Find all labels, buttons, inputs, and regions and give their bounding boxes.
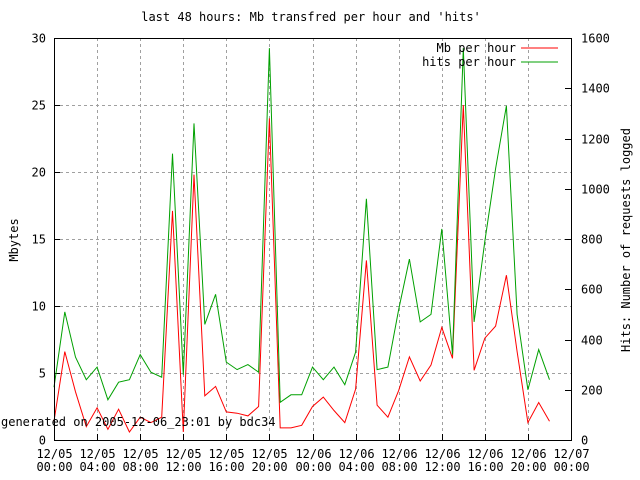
y2-tick-label: 0: [581, 434, 588, 448]
x-tick-time: 08:00: [381, 460, 417, 474]
y2-tick-label: 800: [581, 233, 603, 247]
y2-tick-label: 200: [581, 384, 603, 398]
y-axis-label: Mbytes: [7, 218, 21, 261]
series-line-hits-per-hour: [53, 48, 550, 404]
y2-tick-label: 1400: [581, 82, 610, 96]
x-tick-date: 12/05: [208, 447, 244, 461]
x-tick-time: 20:00: [251, 460, 287, 474]
chart-title: last 48 hours: Mb transfred per hour and…: [141, 10, 481, 24]
x-tick-time: 16:00: [467, 460, 503, 474]
x-tick-date: 12/05: [122, 447, 158, 461]
x-tick-time: 12:00: [165, 460, 201, 474]
y2-axis-label: Hits: Number of requests logged: [619, 128, 633, 352]
y2-tick-label: 600: [581, 283, 603, 297]
y2-tick-label: 400: [581, 334, 603, 348]
x-tick-time: 12:00: [424, 460, 460, 474]
y-tick-label: 20: [32, 166, 46, 180]
legend-label-mb: Mb per hour: [437, 41, 516, 55]
x-tick-date: 12/06: [381, 447, 417, 461]
x-tick-time: 04:00: [79, 460, 115, 474]
x-tick-time: 00:00: [553, 460, 589, 474]
x-tick-date: 12/07: [553, 447, 589, 461]
x-tick-time: 04:00: [338, 460, 374, 474]
x-tick-date: 12/05: [36, 447, 72, 461]
x-tick-time: 20:00: [510, 460, 546, 474]
grid-lines: [54, 38, 571, 440]
footer-note: generated on 2005-12-06_23:01 by bdc34: [1, 415, 276, 429]
y2-tick-label: 1600: [581, 32, 610, 46]
x-tick-time: 00:00: [295, 460, 331, 474]
y-tick-label: 30: [32, 32, 46, 46]
x-tick-date: 12/05: [251, 447, 287, 461]
x-tick-date: 12/06: [424, 447, 460, 461]
legend: Mb per hour hits per hour: [422, 41, 558, 69]
y-tick-label: 0: [39, 434, 46, 448]
series-line-mb-per-hour: [53, 104, 550, 433]
x-tick-date: 12/06: [510, 447, 546, 461]
y-tick-label: 5: [39, 367, 46, 381]
legend-label-hits: hits per hour: [422, 55, 516, 69]
x-tick-date: 12/05: [79, 447, 115, 461]
axis-ticks: 0 5 10 15 20 25 30 0 200 400 600 800 1000 1200 1400 160…: [32, 32, 610, 475]
x-tick-time: 08:00: [122, 460, 158, 474]
y2-tick-label: 1200: [581, 133, 610, 147]
y-tick-label: 25: [32, 99, 46, 113]
x-tick-time: 16:00: [208, 460, 244, 474]
y2-tick-label: 1000: [581, 183, 610, 197]
x-tick-date: 12/06: [338, 447, 374, 461]
x-tick-date: 12/05: [165, 447, 201, 461]
x-tick-date: 12/06: [295, 447, 331, 461]
y-tick-label: 15: [32, 233, 46, 247]
x-tick-date: 12/06: [467, 447, 503, 461]
plot-frame: [54, 38, 572, 441]
data-series: [53, 48, 550, 433]
x-tick-time: 00:00: [36, 460, 72, 474]
y-tick-label: 10: [32, 300, 46, 314]
